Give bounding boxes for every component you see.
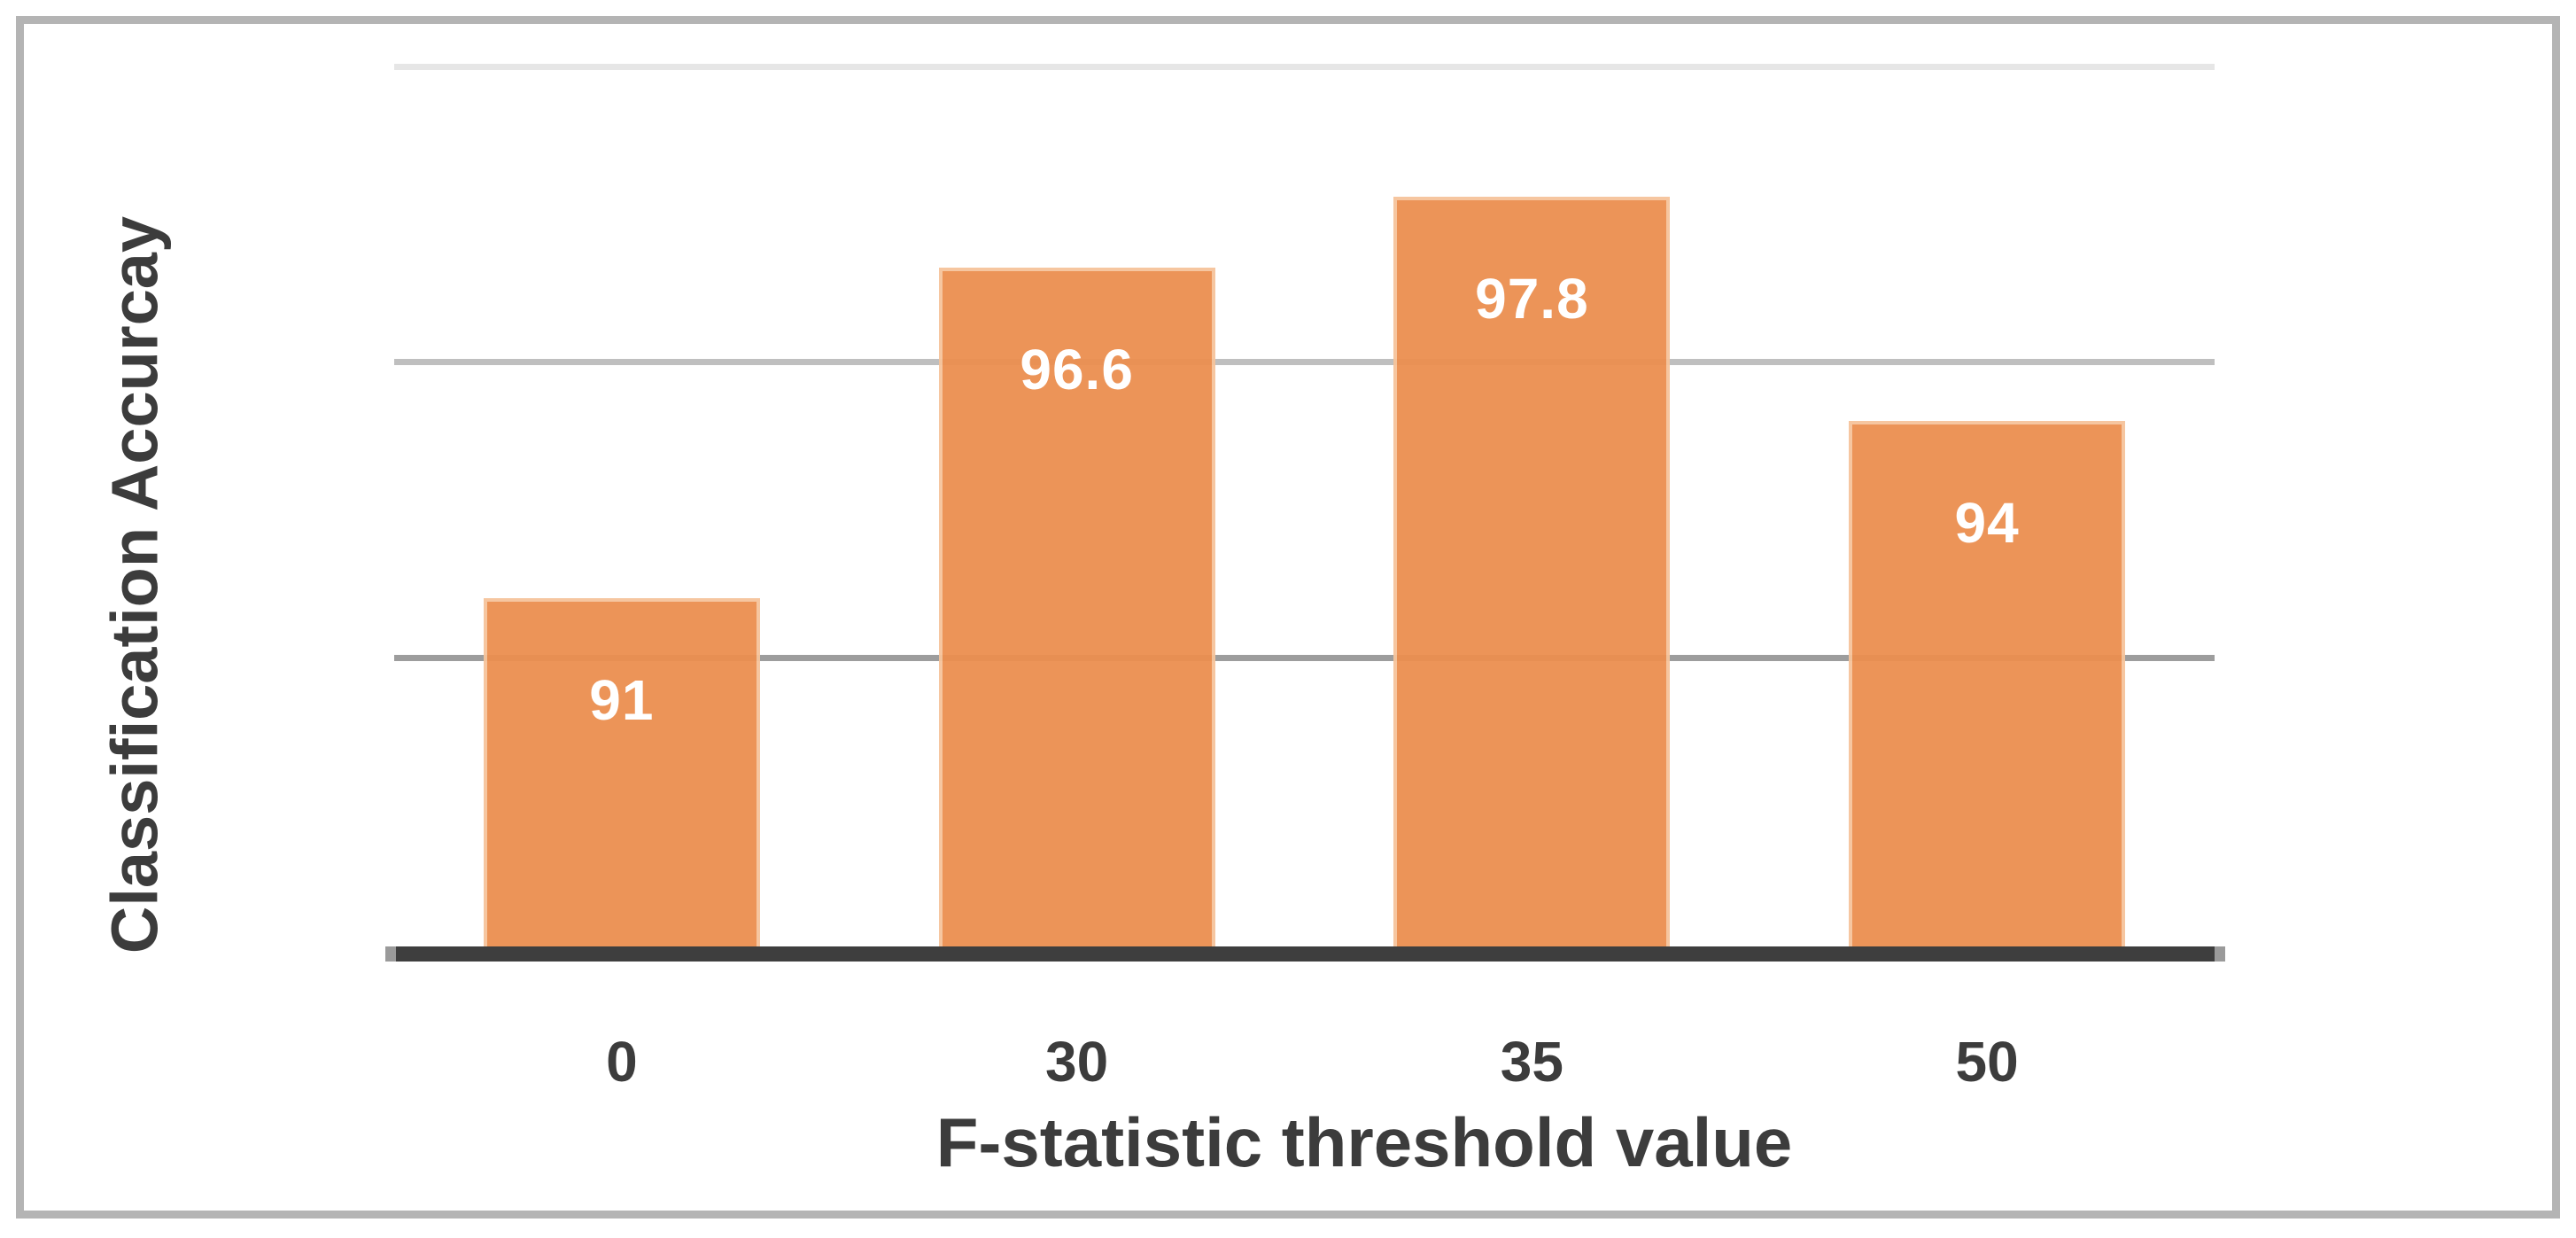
x-axis-end-cap-left <box>385 946 396 962</box>
x-tick-label-30: 30 <box>1045 1030 1109 1094</box>
gridline-90 <box>394 654 2215 661</box>
gridline-100 <box>394 64 2215 70</box>
bar-0 <box>483 598 760 946</box>
bar-50 <box>1849 421 2126 946</box>
x-axis-title: F-statistic threshold value <box>935 1103 1793 1181</box>
bar-value-label: 94 <box>1954 491 2020 555</box>
bar-35 <box>1393 196 1671 946</box>
bar-value-label: 96.6 <box>1020 337 1134 401</box>
x-tick-label-50: 50 <box>1955 1030 2019 1094</box>
y-axis-title: Classification Accurcay <box>97 215 172 954</box>
x-axis-line <box>394 946 2215 962</box>
chart-frame <box>16 16 2560 1219</box>
x-tick-label-0: 0 <box>606 1030 638 1094</box>
bar-value-label: 91 <box>589 668 655 732</box>
bar-30 <box>938 267 1215 946</box>
x-tick-label-35: 35 <box>1500 1030 1563 1094</box>
x-axis-end-cap-right <box>2215 946 2225 962</box>
gridline-95 <box>394 359 2215 366</box>
bar-value-label: 97.8 <box>1475 266 1589 331</box>
